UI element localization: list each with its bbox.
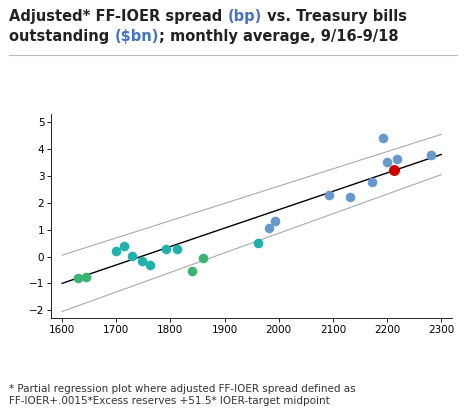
- Point: [162, 246, 170, 253]
- Text: Adjusted* FF-IOER spread: Adjusted* FF-IOER spread: [9, 9, 228, 24]
- Text: * Partial regression plot where adjusted FF-IOER spread defined as
FF-IOER+.0015: * Partial regression plot where adjusted…: [9, 384, 356, 406]
- Point: [347, 194, 354, 200]
- Point: [199, 255, 206, 261]
- Point: [146, 262, 154, 268]
- Text: (bp): (bp): [228, 9, 262, 24]
- Point: [75, 275, 82, 281]
- Point: [428, 152, 435, 158]
- Point: [138, 257, 146, 264]
- Point: [325, 192, 332, 199]
- Text: vs. Treasury bills: vs. Treasury bills: [262, 9, 407, 24]
- Point: [271, 218, 279, 224]
- Point: [188, 268, 196, 275]
- Point: [393, 156, 400, 163]
- Point: [83, 273, 90, 280]
- Text: ($bn): ($bn): [115, 29, 159, 44]
- Text: outstanding: outstanding: [9, 29, 115, 44]
- Point: [390, 167, 397, 173]
- Point: [379, 135, 386, 141]
- Point: [384, 159, 391, 165]
- Point: [368, 179, 376, 185]
- Point: [265, 225, 273, 232]
- Point: [129, 253, 136, 259]
- Point: [112, 247, 120, 254]
- Point: [121, 243, 128, 250]
- Text: ; monthly average, 9/16-9/18: ; monthly average, 9/16-9/18: [159, 29, 399, 44]
- Point: [254, 240, 262, 246]
- Point: [173, 246, 181, 253]
